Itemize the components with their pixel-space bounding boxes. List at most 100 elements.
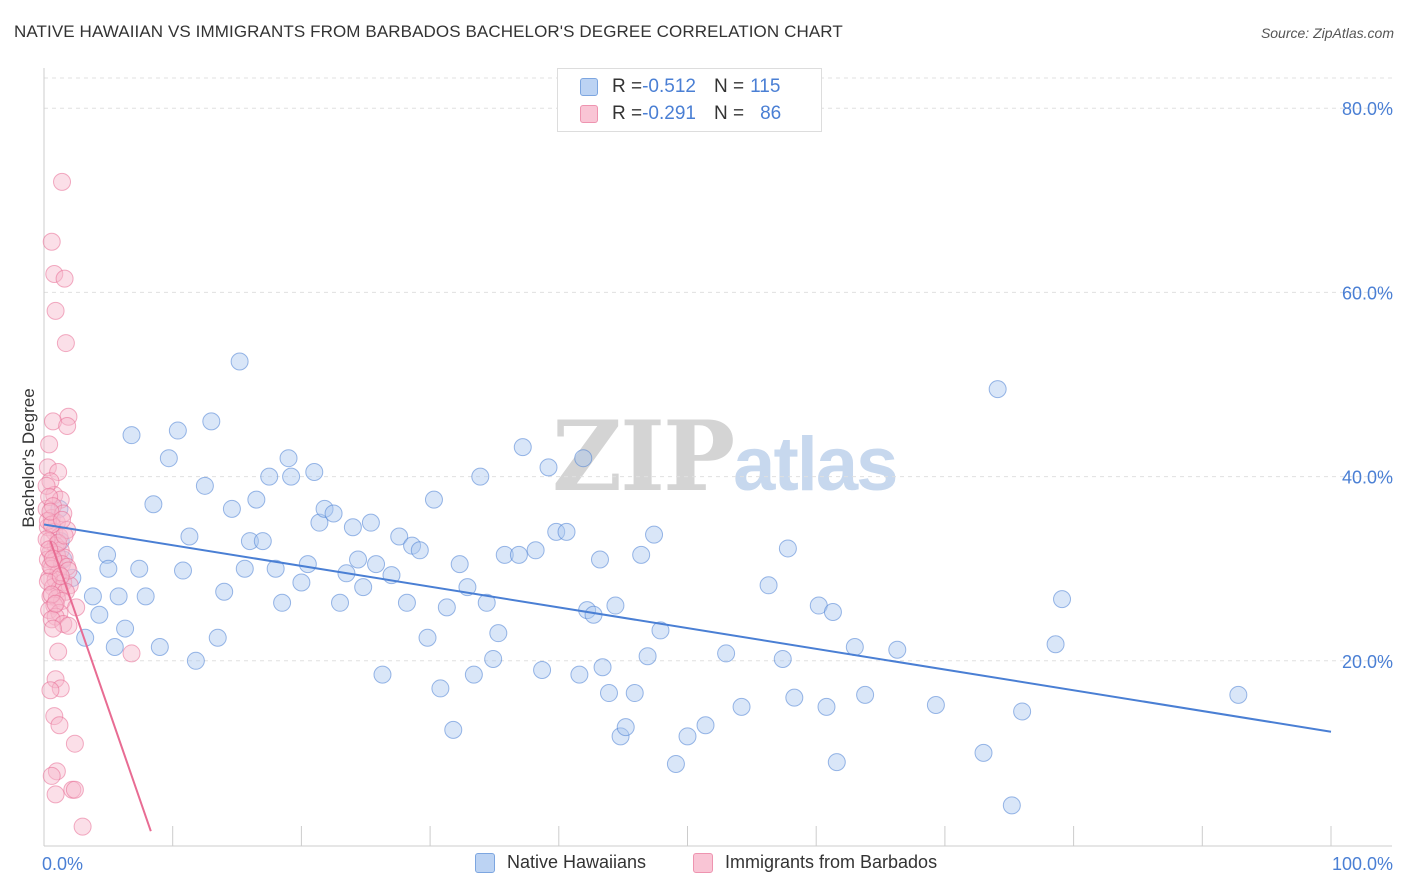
point-native-hawaiians	[397, 593, 416, 612]
point-native-hawaiians	[418, 628, 437, 647]
point-native-hawaiians	[349, 550, 368, 569]
point-native-hawaiians	[557, 522, 576, 541]
point-native-hawaiians	[437, 598, 456, 617]
point-native-hawaiians	[410, 541, 429, 560]
point-native-hawaiians	[136, 587, 155, 606]
legend-row-barbados: R = -0.291 N = 86	[580, 101, 781, 127]
point-native-hawaiians	[570, 665, 589, 684]
point-native-hawaiians	[390, 527, 409, 546]
point-barbados	[51, 490, 70, 509]
legend-r-value: -0.291	[642, 103, 696, 124]
point-native-hawaiians	[1046, 635, 1065, 654]
point-native-hawaiians	[424, 490, 443, 509]
point-native-hawaiians	[539, 458, 558, 477]
point-native-hawaiians	[105, 637, 124, 656]
point-native-hawaiians	[208, 628, 227, 647]
point-native-hawaiians	[279, 449, 298, 468]
legend-r-value: -0.512	[642, 76, 696, 97]
legend-n-label: N =	[713, 103, 745, 124]
point-native-hawaiians	[974, 743, 993, 762]
correlation-legend: R = -0.512 N = 115 R = -0.291 N = 86	[557, 68, 822, 132]
point-native-hawaiians	[533, 661, 552, 680]
point-barbados	[59, 616, 78, 635]
point-native-hawaiians	[823, 602, 842, 621]
point-native-hawaiians	[235, 559, 254, 578]
point-barbados	[49, 463, 68, 482]
point-native-hawaiians	[717, 644, 736, 663]
point-native-hawaiians	[625, 684, 644, 703]
point-native-hawaiians	[186, 651, 205, 670]
point-native-hawaiians	[310, 513, 329, 532]
point-native-hawaiians	[574, 449, 593, 468]
point-barbados	[49, 642, 68, 661]
point-barbados	[42, 766, 61, 785]
point-native-hawaiians	[547, 522, 566, 541]
y-tick-label: 20.0%	[1342, 652, 1393, 672]
point-native-hawaiians	[444, 720, 463, 739]
point-native-hawaiians	[495, 545, 514, 564]
point-native-hawaiians	[90, 605, 109, 624]
point-native-hawaiians	[651, 621, 670, 640]
y-axis-label: Bachelor's Degree	[19, 388, 38, 527]
point-native-hawaiians	[266, 559, 285, 578]
point-native-hawaiians	[361, 513, 380, 532]
point-native-hawaiians	[484, 649, 503, 668]
point-barbados	[73, 817, 92, 836]
point-native-hawaiians	[168, 421, 187, 440]
legend-row-native-hawaiians: R = -0.512 N = 115	[580, 74, 780, 100]
legend-n-value: 115	[750, 76, 781, 97]
point-native-hawaiians	[471, 467, 490, 486]
point-native-hawaiians	[150, 637, 169, 656]
point-native-hawaiians	[759, 576, 778, 595]
point-barbados	[46, 785, 65, 804]
point-barbados	[53, 172, 72, 191]
point-native-hawaiians	[76, 628, 95, 647]
point-native-hawaiians	[1002, 796, 1021, 815]
point-native-hawaiians	[215, 582, 234, 601]
watermark-atlas: atlas	[733, 422, 898, 507]
y-tick-label: 40.0%	[1342, 468, 1393, 488]
trendline-barbados	[49, 540, 152, 832]
watermark: ZIPatlas	[552, 400, 898, 513]
point-native-hawaiians	[343, 518, 362, 537]
point-barbados	[122, 644, 141, 663]
point-native-hawaiians	[464, 665, 483, 684]
point-native-hawaiians	[122, 426, 141, 445]
point-native-hawaiians	[331, 593, 350, 612]
point-barbados	[46, 670, 65, 689]
point-barbados	[58, 416, 77, 435]
point-native-hawaiians	[599, 684, 618, 703]
point-native-hawaiians	[305, 463, 324, 482]
point-native-hawaiians	[130, 559, 149, 578]
point-native-hawaiians	[888, 640, 907, 659]
point-barbados	[37, 476, 56, 495]
point-native-hawaiians	[292, 573, 311, 592]
legend-label: Native Hawaiians	[507, 852, 647, 872]
point-native-hawaiians	[195, 476, 214, 495]
point-native-hawaiians	[253, 532, 272, 551]
point-native-hawaiians	[845, 637, 864, 656]
point-native-hawaiians	[926, 696, 945, 715]
point-native-hawaiians	[606, 596, 625, 615]
y-tick-label: 60.0%	[1342, 283, 1393, 303]
point-barbados	[50, 716, 69, 735]
point-native-hawaiians	[593, 658, 612, 677]
point-native-hawaiians	[222, 499, 241, 518]
point-barbados	[40, 540, 59, 559]
legend-swatch-blue	[580, 78, 598, 96]
point-native-hawaiians	[785, 688, 804, 707]
point-native-hawaiians	[324, 504, 343, 523]
legend-swatch-blue	[475, 852, 495, 873]
point-native-hawaiians	[99, 559, 118, 578]
legend-n-label: N =	[713, 76, 745, 97]
point-native-hawaiians	[282, 467, 301, 486]
point-native-hawaiians	[827, 753, 846, 772]
legend-r-label: R =	[612, 76, 643, 97]
point-native-hawaiians	[773, 649, 792, 668]
trendline-native-hawaiians	[43, 523, 1332, 733]
point-barbados	[65, 780, 84, 799]
point-barbados	[40, 487, 59, 506]
point-native-hawaiians	[489, 624, 508, 643]
point-native-hawaiians	[315, 499, 334, 518]
chart-title: NATIVE HAWAIIAN VS IMMIGRANTS FROM BARBA…	[14, 22, 843, 41]
